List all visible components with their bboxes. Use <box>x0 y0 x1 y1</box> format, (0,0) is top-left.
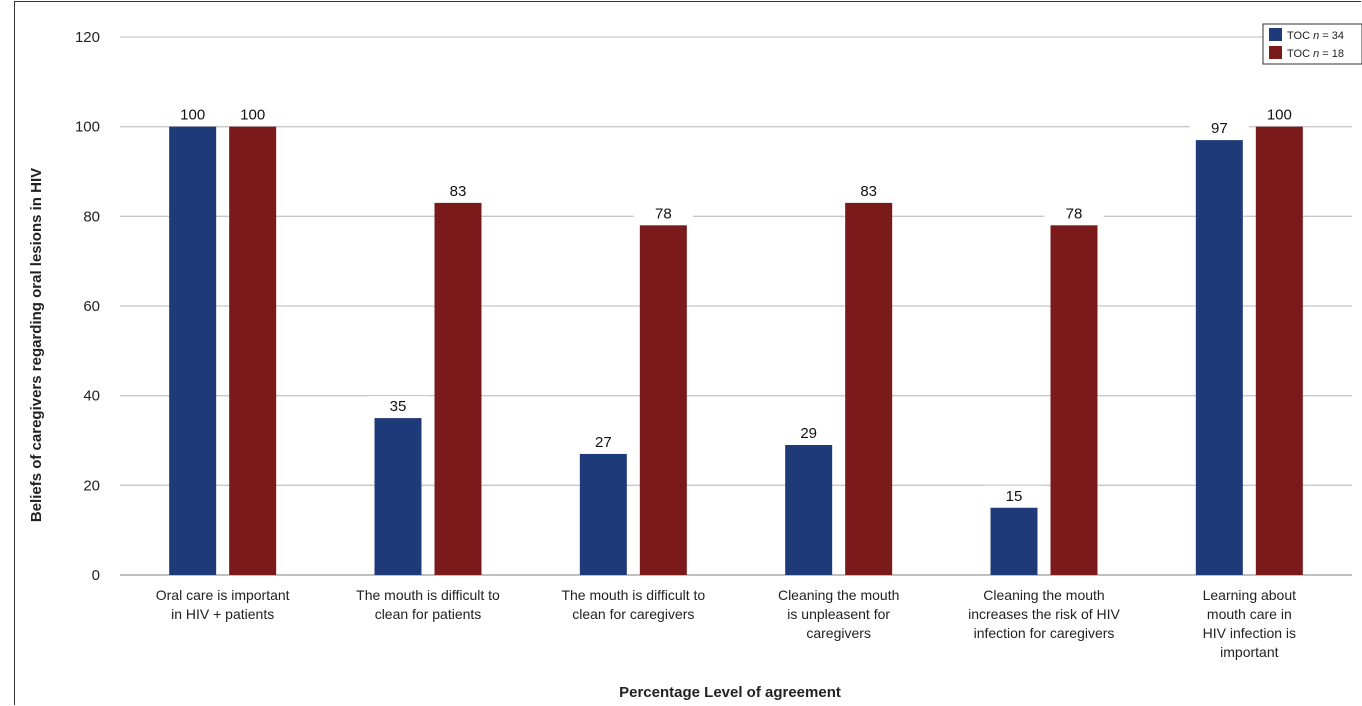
bars <box>169 126 1303 576</box>
data-label-background <box>223 104 283 123</box>
x-category-label: Oral care is important in HIV + patients <box>156 587 290 622</box>
x-category-label: Learning about mouth care in HIV infection… <box>1203 587 1297 660</box>
chart-frame <box>14 1 1361 705</box>
x-category-label: The mouth is difficult to clean for patie… <box>356 587 500 622</box>
data-label-background <box>1044 203 1104 222</box>
data-label: 83 <box>860 183 877 200</box>
bar <box>1255 126 1303 576</box>
data-label-background <box>1249 104 1309 123</box>
bar <box>374 418 422 575</box>
bar <box>1050 225 1098 576</box>
x-axis-categories: Oral care is important in HIV + patients T… <box>156 587 1296 660</box>
legend-swatch <box>1269 28 1282 41</box>
legend-label: TOC n = 34 <box>1287 30 1344 42</box>
x-category-label: Cleaning the mouth is unpleasent for careg… <box>778 587 899 641</box>
data-label: 83 <box>450 183 467 200</box>
bar <box>639 225 687 576</box>
y-tick-label: 100 <box>75 119 100 136</box>
data-label: 100 <box>240 107 265 124</box>
bar <box>785 444 833 575</box>
x-category-label: Cleaning the mouth increases the risk of … <box>968 587 1120 641</box>
data-label-background <box>428 180 488 199</box>
data-label: 100 <box>1267 107 1292 124</box>
data-label: 29 <box>800 425 817 442</box>
x-axis-title: Percentage Level of agreement <box>619 684 841 701</box>
data-label-background <box>573 431 633 450</box>
y-axis-ticks: 0 20 40 60 80 100 120 <box>75 29 100 584</box>
legend: TOC n = 34 TOC n = 18 <box>1262 23 1362 65</box>
y-axis-title: Beliefs of caregivers regarding oral les… <box>28 168 45 522</box>
legend-label: TOC n = 18 <box>1287 48 1344 60</box>
data-label: 100 <box>180 107 205 124</box>
bar <box>579 453 627 575</box>
data-label-background <box>163 104 223 123</box>
bar <box>434 202 482 575</box>
data-label: 97 <box>1211 120 1228 137</box>
data-label: 27 <box>595 434 612 451</box>
bar <box>990 507 1038 575</box>
data-label: 78 <box>655 205 672 222</box>
gridlines <box>120 36 1352 576</box>
bar <box>229 126 277 576</box>
data-label-background <box>839 180 899 199</box>
data-label-background <box>779 422 839 441</box>
data-label: 35 <box>390 398 407 415</box>
y-tick-label: 80 <box>83 208 100 225</box>
bar <box>845 202 893 575</box>
data-labels: 100 100 35 83 27 78 29 83 15 78 97 100 <box>163 104 1309 505</box>
bar <box>1195 140 1243 575</box>
data-label: 78 <box>1066 205 1083 222</box>
legend-swatch <box>1269 46 1282 59</box>
y-tick-label: 20 <box>83 477 100 494</box>
y-tick-label: 40 <box>83 388 100 405</box>
x-category-label: The mouth is difficult to clean for careg… <box>561 587 705 622</box>
data-label-background <box>633 203 693 222</box>
y-tick-label: 120 <box>75 29 100 46</box>
data-label: 15 <box>1006 488 1023 505</box>
y-tick-label: 60 <box>83 298 100 315</box>
data-label-background <box>984 485 1044 504</box>
y-tick-label: 0 <box>92 567 100 584</box>
data-label-background <box>368 396 428 415</box>
bar <box>169 126 217 576</box>
data-label-background <box>1189 118 1249 137</box>
